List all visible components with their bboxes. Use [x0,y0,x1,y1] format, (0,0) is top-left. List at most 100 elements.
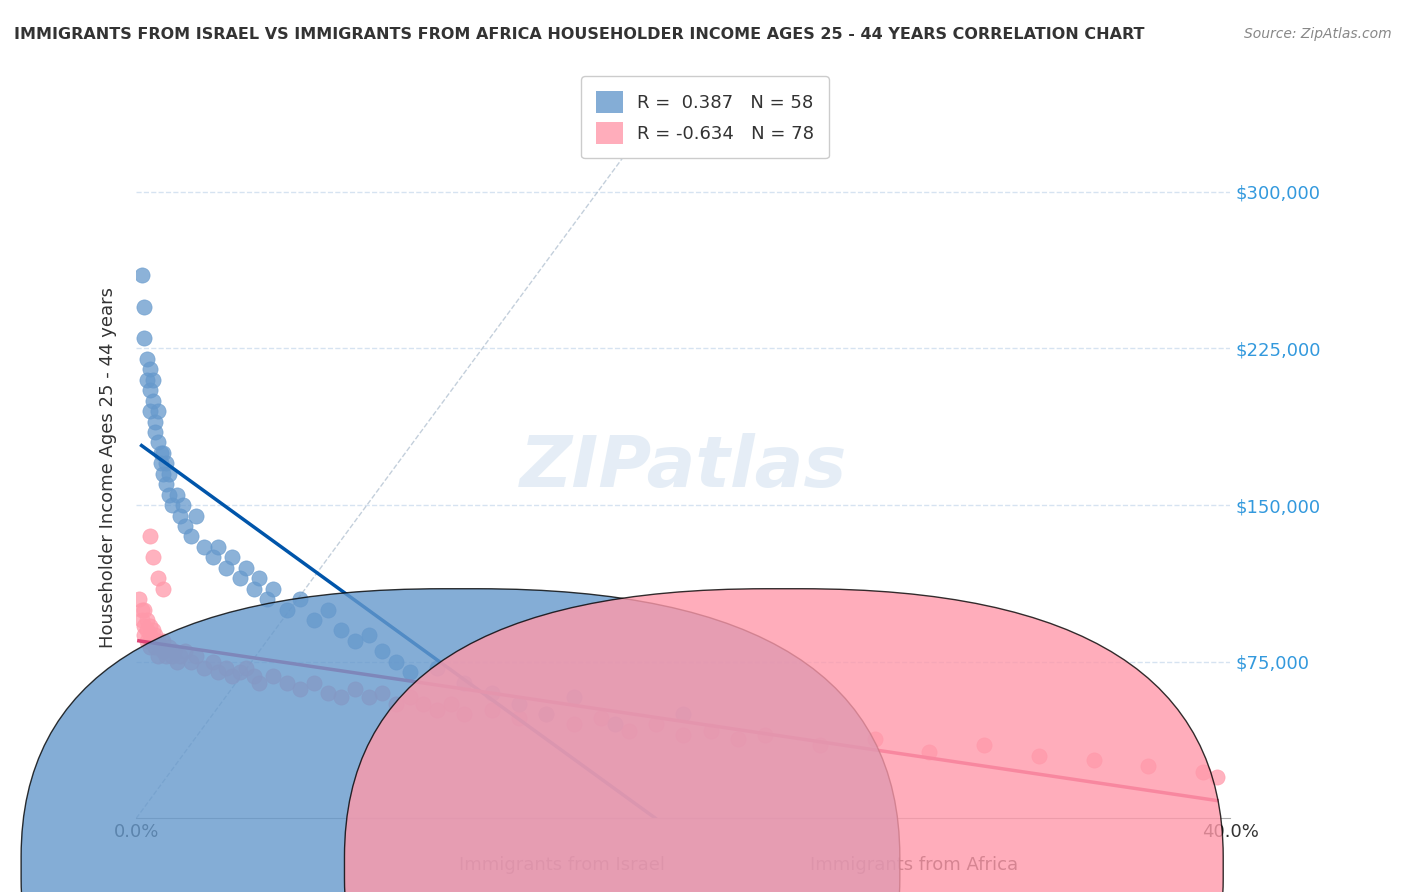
Point [143,415,166,429]
Point [169,648,191,663]
Point [207,540,229,554]
Point [146,648,169,663]
Point [141,373,163,387]
Point [262,582,284,596]
Text: IMMIGRANTS FROM ISRAEL VS IMMIGRANTS FROM AFRICA HOUSEHOLDER INCOME AGES 25 - 44: IMMIGRANTS FROM ISRAEL VS IMMIGRANTS FRO… [14,27,1144,42]
Point [139,383,162,397]
Point [276,675,298,690]
Point [139,640,162,654]
Point [221,669,243,683]
Point [155,648,177,663]
Point [330,690,353,705]
Point [149,456,172,470]
Point [157,640,180,654]
Point [143,627,166,641]
Point [139,529,162,543]
Point [235,661,257,675]
Point [139,627,162,641]
Point [508,697,530,711]
Point [398,665,420,680]
Point [143,425,166,439]
Point [398,690,420,705]
Point [229,665,252,680]
Point [193,540,215,554]
Point [603,717,626,731]
Point [207,665,229,680]
Point [481,703,503,717]
Point [215,661,238,675]
Point [644,717,666,731]
Point [235,560,257,574]
Point [672,728,695,742]
Point [426,661,449,675]
Point [136,633,159,648]
Point [193,661,215,675]
Point [242,669,264,683]
Point [141,550,163,565]
Point [699,723,721,738]
Point [754,728,776,742]
Point [215,560,238,574]
Point [134,331,156,345]
Point [136,351,159,366]
Point [166,655,188,669]
Point [201,550,224,565]
Point [918,745,941,759]
Point [343,633,366,648]
Point [155,477,177,491]
Point [152,644,174,658]
Point [973,739,995,753]
Y-axis label: Householder Income Ages 25 - 44 years: Householder Income Ages 25 - 44 years [100,287,117,648]
Point [141,624,163,638]
Point [174,519,197,533]
Point [1028,748,1050,763]
Point [242,582,264,596]
Point [134,300,156,314]
Point [453,706,475,721]
Point [617,723,640,738]
Legend: R =  0.387   N = 58, R = -0.634   N = 78: R = 0.387 N = 58, R = -0.634 N = 78 [582,77,828,159]
Point [143,640,166,654]
Point [136,613,159,627]
Point [276,602,298,616]
Point [302,613,325,627]
Text: ZIPatlas: ZIPatlas [520,433,846,502]
Point [134,619,156,633]
Point [160,648,183,663]
Text: Source: ZipAtlas.com: Source: ZipAtlas.com [1244,27,1392,41]
Point [302,675,325,690]
Point [808,739,831,753]
Point [186,508,208,523]
Point [290,681,312,696]
Point [163,644,186,658]
Point [481,686,503,700]
Point [591,711,613,725]
Point [155,456,177,470]
Point [371,686,394,700]
Point [141,633,163,648]
Point [536,706,558,721]
Point [146,404,169,418]
Point [131,613,153,627]
Text: Immigrants from Africa: Immigrants from Africa [810,856,1018,874]
Point [440,697,463,711]
Point [562,717,585,731]
Point [146,435,169,450]
Point [141,393,163,408]
Point [357,627,380,641]
Point [343,681,366,696]
Point [426,703,449,717]
Point [174,644,197,658]
Point [128,592,150,607]
Point [152,467,174,481]
Point [139,362,162,376]
Point [385,697,408,711]
Point [727,732,749,747]
Point [157,467,180,481]
Point [221,550,243,565]
Point [1137,759,1160,773]
Point [136,373,159,387]
Point [256,592,278,607]
Point [371,644,394,658]
Point [180,655,202,669]
